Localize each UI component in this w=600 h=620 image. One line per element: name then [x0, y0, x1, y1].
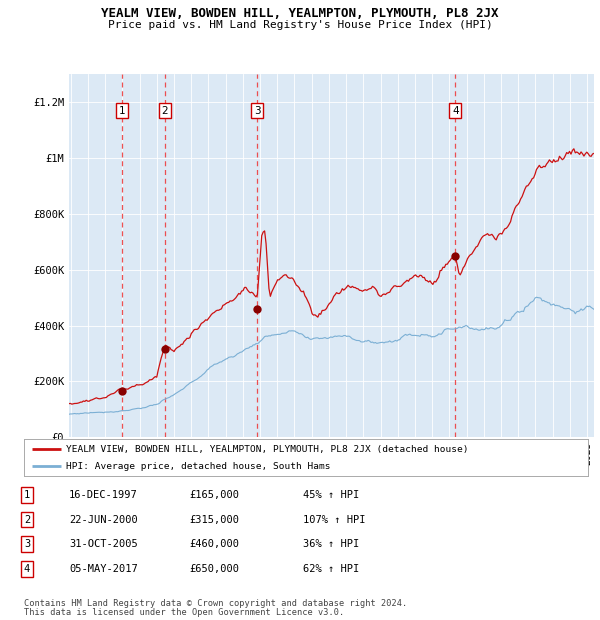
Text: 2: 2	[24, 515, 30, 525]
Text: 4: 4	[24, 564, 30, 574]
Text: £650,000: £650,000	[189, 564, 239, 574]
Text: £315,000: £315,000	[189, 515, 239, 525]
Text: 31-OCT-2005: 31-OCT-2005	[69, 539, 138, 549]
Text: Price paid vs. HM Land Registry's House Price Index (HPI): Price paid vs. HM Land Registry's House …	[107, 20, 493, 30]
Text: YEALM VIEW, BOWDEN HILL, YEALMPTON, PLYMOUTH, PL8 2JX (detached house): YEALM VIEW, BOWDEN HILL, YEALMPTON, PLYM…	[66, 445, 469, 453]
Text: 05-MAY-2017: 05-MAY-2017	[69, 564, 138, 574]
Text: 107% ↑ HPI: 107% ↑ HPI	[303, 515, 365, 525]
Text: HPI: Average price, detached house, South Hams: HPI: Average price, detached house, Sout…	[66, 462, 331, 471]
Text: 36% ↑ HPI: 36% ↑ HPI	[303, 539, 359, 549]
Text: 4: 4	[452, 105, 458, 116]
Text: 22-JUN-2000: 22-JUN-2000	[69, 515, 138, 525]
Text: YEALM VIEW, BOWDEN HILL, YEALMPTON, PLYMOUTH, PL8 2JX: YEALM VIEW, BOWDEN HILL, YEALMPTON, PLYM…	[101, 7, 499, 20]
Text: 3: 3	[24, 539, 30, 549]
Text: £460,000: £460,000	[189, 539, 239, 549]
Text: 2: 2	[161, 105, 168, 116]
Text: 1: 1	[118, 105, 125, 116]
Text: 62% ↑ HPI: 62% ↑ HPI	[303, 564, 359, 574]
Text: 1: 1	[24, 490, 30, 500]
Text: 16-DEC-1997: 16-DEC-1997	[69, 490, 138, 500]
Text: 45% ↑ HPI: 45% ↑ HPI	[303, 490, 359, 500]
Text: This data is licensed under the Open Government Licence v3.0.: This data is licensed under the Open Gov…	[24, 608, 344, 617]
Text: 3: 3	[254, 105, 260, 116]
Text: £165,000: £165,000	[189, 490, 239, 500]
Text: Contains HM Land Registry data © Crown copyright and database right 2024.: Contains HM Land Registry data © Crown c…	[24, 598, 407, 608]
